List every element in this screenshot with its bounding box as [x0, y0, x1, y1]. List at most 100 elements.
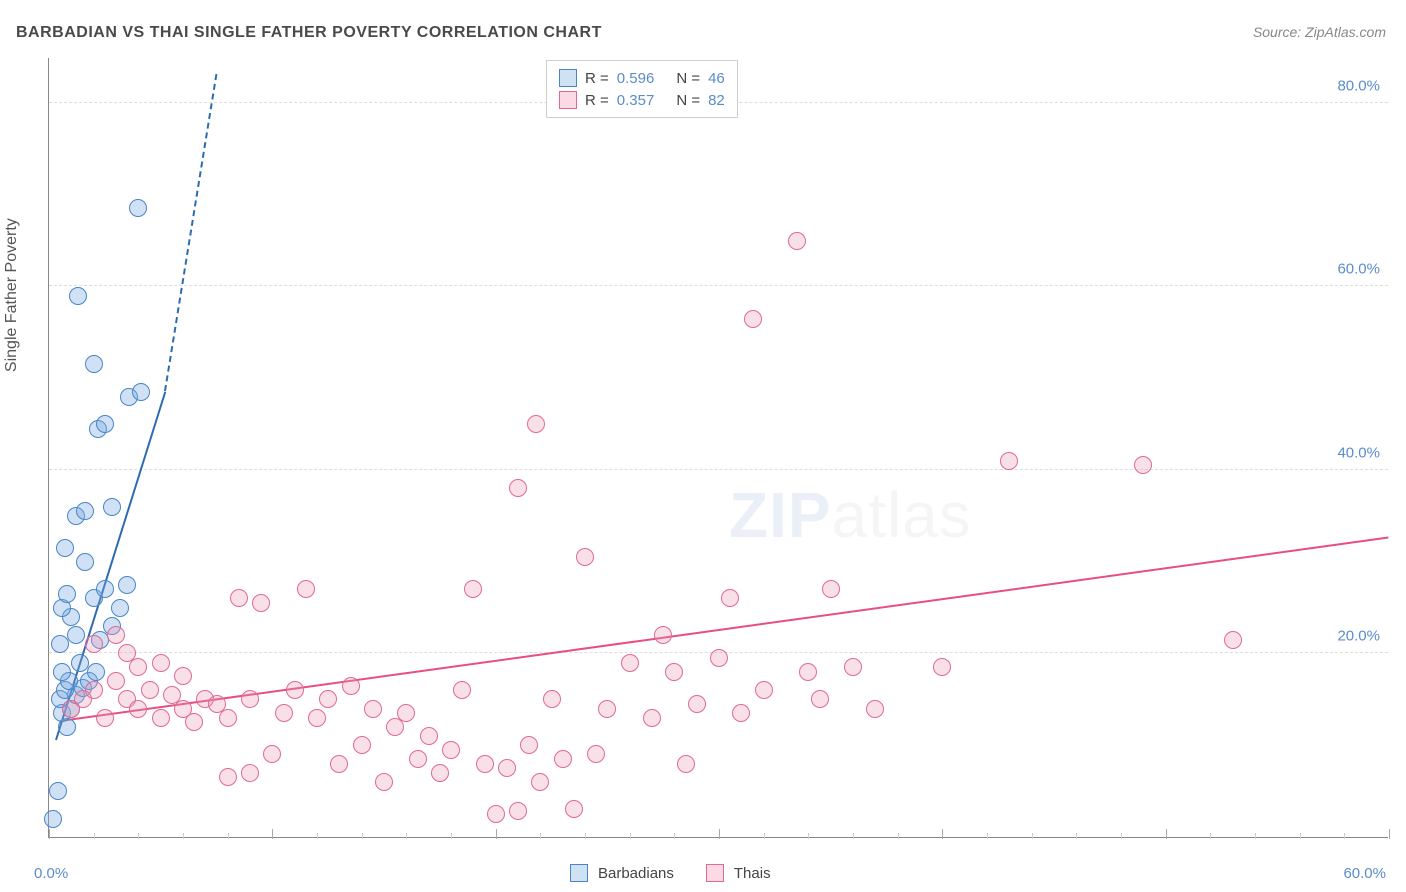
- x-minor-tick: [362, 833, 363, 839]
- x-major-tick: [496, 829, 497, 839]
- data-point: [1224, 631, 1242, 649]
- data-point: [677, 755, 695, 773]
- x-minor-tick: [138, 833, 139, 839]
- x-minor-tick: [1121, 833, 1122, 839]
- data-point: [464, 580, 482, 598]
- data-point: [799, 663, 817, 681]
- legend-r-label: R =: [585, 92, 609, 109]
- data-point: [241, 690, 259, 708]
- data-point: [330, 755, 348, 773]
- gridline: [49, 285, 1388, 286]
- chart-title: BARBADIAN VS THAI SINGLE FATHER POVERTY …: [16, 24, 602, 42]
- chart-source: Source: ZipAtlas.com: [1253, 24, 1386, 40]
- data-point: [811, 690, 829, 708]
- legend-swatch: [706, 864, 724, 882]
- data-point: [509, 479, 527, 497]
- data-point: [308, 709, 326, 727]
- data-point: [788, 232, 806, 250]
- data-point: [732, 704, 750, 722]
- data-point: [554, 750, 572, 768]
- gridline: [49, 469, 1388, 470]
- data-point: [141, 681, 159, 699]
- legend-swatch: [559, 69, 577, 87]
- data-point: [527, 415, 545, 433]
- x-minor-tick: [228, 833, 229, 839]
- x-minor-tick: [406, 833, 407, 839]
- data-point: [132, 383, 150, 401]
- data-point: [498, 759, 516, 777]
- data-point: [96, 415, 114, 433]
- data-point: [509, 802, 527, 820]
- x-minor-tick: [183, 833, 184, 839]
- x-minor-tick: [630, 833, 631, 839]
- data-point: [375, 773, 393, 791]
- x-major-tick: [1166, 829, 1167, 839]
- x-minor-tick: [94, 833, 95, 839]
- data-point: [263, 745, 281, 763]
- x-minor-tick: [1032, 833, 1033, 839]
- x-major-tick: [272, 829, 273, 839]
- y-tick-label: 20.0%: [1337, 628, 1380, 645]
- data-point: [96, 709, 114, 727]
- data-point: [520, 736, 538, 754]
- y-tick-label: 80.0%: [1337, 77, 1380, 94]
- data-point: [76, 553, 94, 571]
- data-point: [1000, 452, 1018, 470]
- data-point: [710, 649, 728, 667]
- data-point: [219, 709, 237, 727]
- data-point: [543, 690, 561, 708]
- data-point: [219, 768, 237, 786]
- x-axis-max-label: 60.0%: [1343, 865, 1386, 882]
- data-point: [152, 709, 170, 727]
- data-point: [103, 498, 121, 516]
- data-point: [85, 355, 103, 373]
- x-minor-tick: [1300, 833, 1301, 839]
- legend-n-label: N =: [676, 70, 700, 87]
- data-point: [107, 626, 125, 644]
- legend-series-label: Thais: [734, 865, 771, 882]
- y-tick-label: 60.0%: [1337, 261, 1380, 278]
- data-point: [442, 741, 460, 759]
- x-major-tick: [942, 829, 943, 839]
- legend-series-label: Barbadians: [598, 865, 674, 882]
- x-minor-tick: [808, 833, 809, 839]
- data-point: [111, 599, 129, 617]
- data-point: [621, 654, 639, 672]
- x-major-tick: [49, 829, 50, 839]
- data-point: [185, 713, 203, 731]
- legend-stats: R = 0.596N = 46R = 0.357N = 82: [546, 60, 738, 118]
- data-point: [129, 700, 147, 718]
- data-point: [44, 810, 62, 828]
- data-point: [76, 502, 94, 520]
- data-point: [744, 310, 762, 328]
- data-point: [96, 580, 114, 598]
- data-point: [174, 667, 192, 685]
- data-point: [241, 764, 259, 782]
- data-point: [364, 700, 382, 718]
- legend-r-value: 0.357: [617, 92, 655, 109]
- data-point: [53, 663, 71, 681]
- data-point: [1134, 456, 1152, 474]
- x-minor-tick: [1210, 833, 1211, 839]
- legend-n-value: 82: [708, 92, 725, 109]
- x-minor-tick: [987, 833, 988, 839]
- data-point: [598, 700, 616, 718]
- legend-swatch: [559, 91, 577, 109]
- legend-n-value: 46: [708, 70, 725, 87]
- data-point: [152, 654, 170, 672]
- y-axis-title: Single Father Poverty: [3, 218, 21, 372]
- data-point: [420, 727, 438, 745]
- x-major-tick: [1389, 829, 1390, 839]
- data-point: [665, 663, 683, 681]
- x-minor-tick: [1344, 833, 1345, 839]
- data-point: [844, 658, 862, 676]
- data-point: [129, 658, 147, 676]
- data-point: [85, 681, 103, 699]
- data-point: [58, 585, 76, 603]
- data-point: [252, 594, 270, 612]
- legend-r-label: R =: [585, 70, 609, 87]
- data-point: [531, 773, 549, 791]
- data-point: [654, 626, 672, 644]
- data-point: [688, 695, 706, 713]
- data-point: [476, 755, 494, 773]
